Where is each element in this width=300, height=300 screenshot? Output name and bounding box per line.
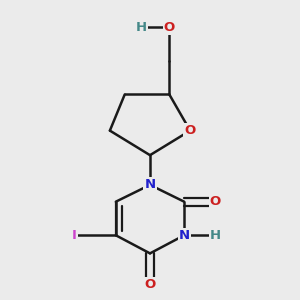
Text: N: N xyxy=(144,178,156,191)
Text: H: H xyxy=(136,21,147,34)
Text: H: H xyxy=(210,229,221,242)
Text: O: O xyxy=(144,278,156,291)
Text: O: O xyxy=(164,21,175,34)
Text: I: I xyxy=(72,229,76,242)
Text: O: O xyxy=(210,195,221,208)
Text: N: N xyxy=(178,229,190,242)
Text: O: O xyxy=(184,124,196,137)
